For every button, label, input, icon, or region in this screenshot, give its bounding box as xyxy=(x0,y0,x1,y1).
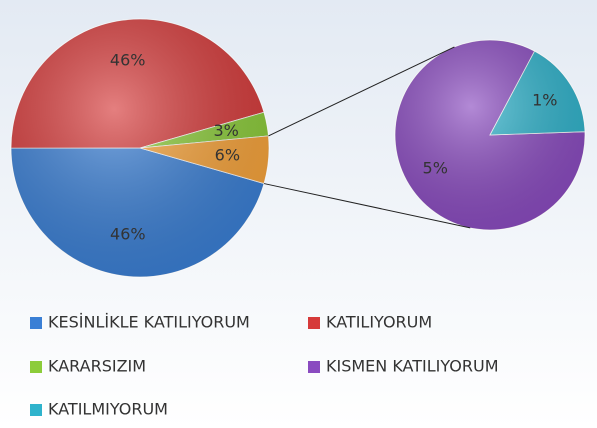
legend-swatch xyxy=(30,317,42,329)
legend-label: KESİNLİKLE KATILIYORUM xyxy=(48,313,250,332)
connector-line xyxy=(268,46,455,137)
legend-label: KISMEN KATILIYORUM xyxy=(326,357,499,376)
legend-swatch xyxy=(30,404,42,416)
data-label: 46% xyxy=(110,51,146,70)
legend-label: KATILMIYORUM xyxy=(48,400,168,419)
data-label: 6% xyxy=(215,146,240,165)
data-label: 5% xyxy=(423,159,448,178)
connector-line xyxy=(263,183,471,229)
legend-swatch xyxy=(30,361,42,373)
data-label: 46% xyxy=(110,224,146,243)
data-label: 1% xyxy=(532,90,557,109)
legend-swatch xyxy=(308,317,320,329)
legend-label: KARARSIZIM xyxy=(48,357,146,376)
data-label: 3% xyxy=(213,121,238,140)
legend-swatch xyxy=(308,361,320,373)
legend-label: KATILIYORUM xyxy=(326,313,432,332)
